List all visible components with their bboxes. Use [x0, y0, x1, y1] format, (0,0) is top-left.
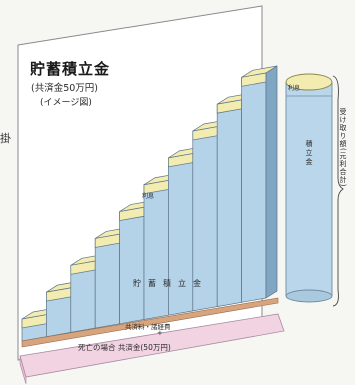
- stairs: [21, 65, 278, 342]
- cylinder-label: 積立金: [305, 140, 313, 167]
- interest-label-cylinder: 利息: [288, 85, 301, 92]
- bar-side-10: [265, 65, 278, 299]
- cropped-edge-char: 掛: [0, 132, 11, 145]
- bar-9: [216, 99, 242, 308]
- bar-7: [168, 153, 194, 316]
- interest-label-step: 利息: [142, 193, 155, 200]
- cylinder: [285, 73, 333, 303]
- fee-band: [21, 297, 279, 348]
- fee-label: 共済料・諸経費: [125, 323, 171, 331]
- plus-sign: +: [157, 329, 163, 337]
- diagram-subtitle: (共済金50万円): [31, 83, 99, 94]
- death-benefit-label: 死亡の場合 共済金(50万円): [78, 343, 171, 352]
- bar-6: [143, 180, 169, 320]
- bar-10: [241, 72, 267, 303]
- receive-amount-label: 受け取り額(元利合計): [339, 108, 347, 188]
- bar-5: [119, 206, 145, 325]
- diagram-subtitle-image: (イメージ図): [40, 98, 92, 108]
- diagram-title: 貯蓄積立金: [30, 60, 111, 78]
- receive-bracket: [332, 75, 344, 307]
- base-slab-side: [19, 355, 27, 385]
- bar-4: [94, 233, 120, 329]
- deposit-label: 貯蓄積立金: [133, 279, 208, 288]
